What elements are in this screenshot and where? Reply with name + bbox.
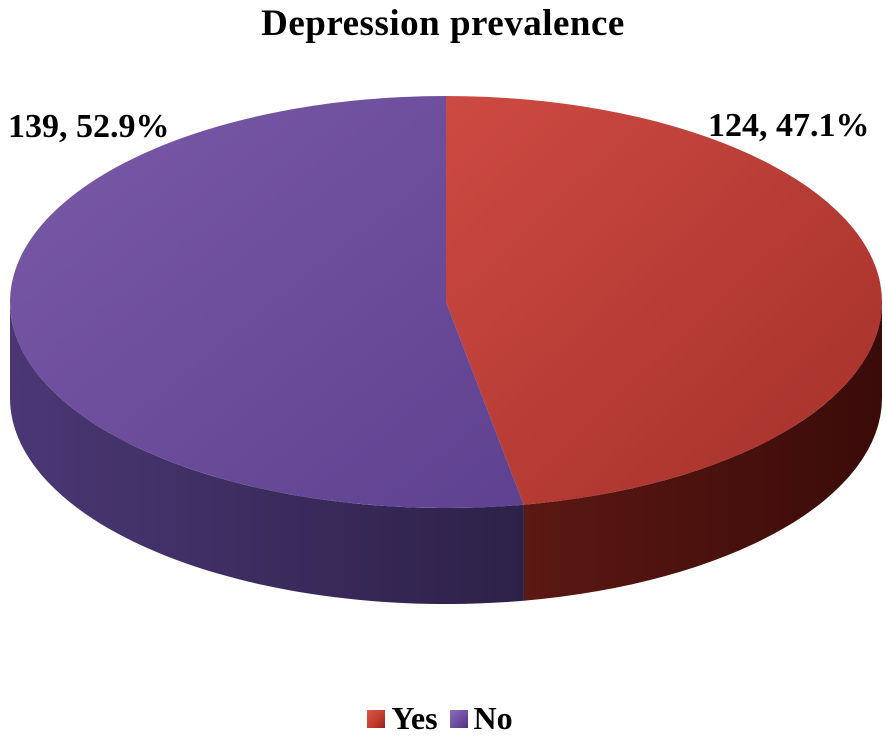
data-label-no: 139, 52.9% (8, 108, 170, 145)
pie-side-yes (523, 302, 882, 601)
legend: Yes No (0, 700, 886, 737)
data-label-yes: 124, 47.1% (708, 107, 870, 144)
legend-swatch-no (449, 709, 468, 728)
pie-slice-no (9, 96, 524, 508)
legend-item-yes: Yes (367, 700, 438, 737)
legend-swatch-yes (367, 709, 386, 728)
legend-item-no: No (449, 700, 513, 737)
legend-label-no: No (473, 700, 513, 736)
legend-label-yes: Yes (391, 700, 438, 736)
pie-side-no (10, 302, 524, 604)
chart-title: Depression prevalence (261, 3, 625, 44)
pie-slice-yes (446, 96, 882, 505)
